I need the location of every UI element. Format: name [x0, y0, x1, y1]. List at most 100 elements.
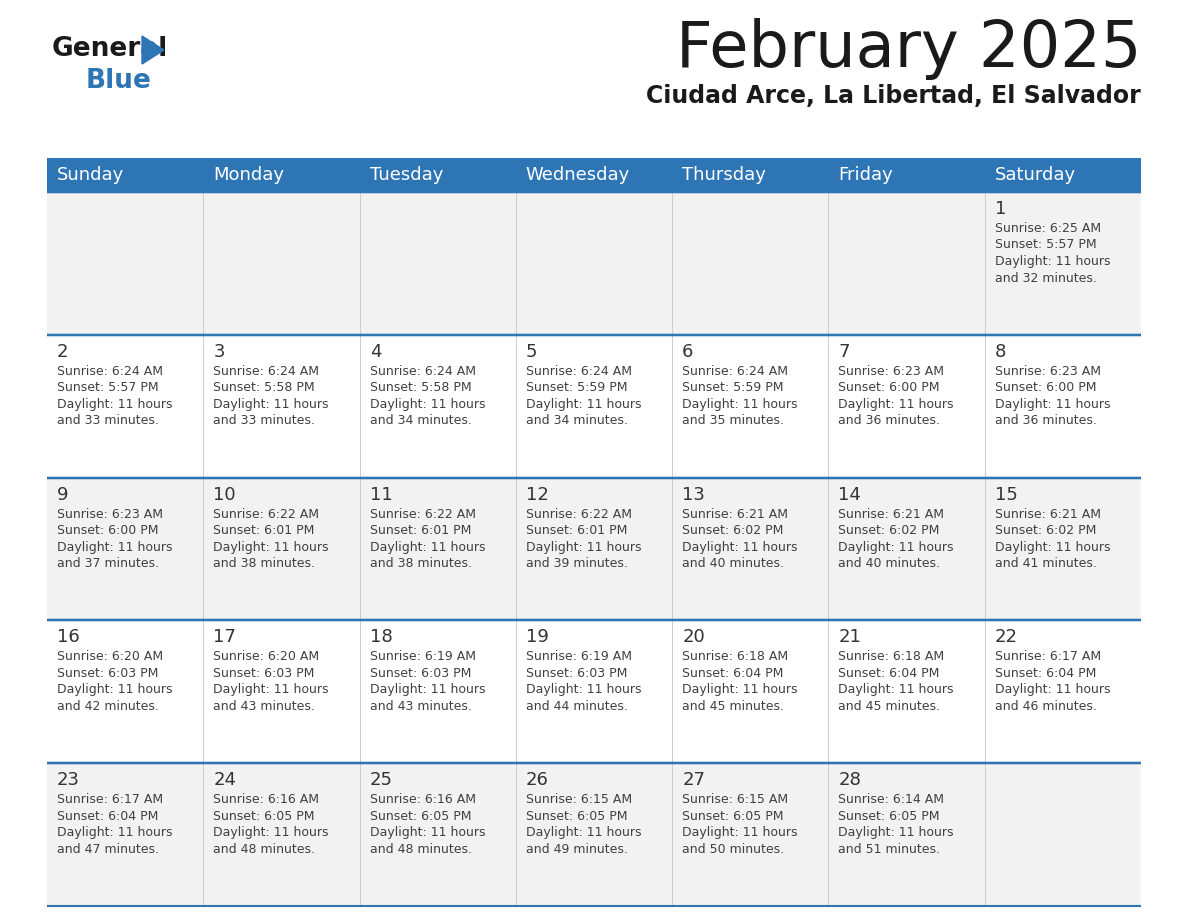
Bar	[203, 192, 360, 335]
Text: Daylight: 11 hours: Daylight: 11 hours	[214, 397, 329, 410]
Text: February 2025: February 2025	[676, 18, 1140, 80]
Text: Daylight: 11 hours: Daylight: 11 hours	[839, 541, 954, 554]
Polygon shape	[143, 36, 164, 64]
Text: Sunset: 6:04 PM: Sunset: 6:04 PM	[994, 666, 1097, 680]
Text: Daylight: 11 hours: Daylight: 11 hours	[369, 397, 485, 410]
Text: and 32 minutes.: and 32 minutes.	[994, 272, 1097, 285]
Text: Sunset: 6:02 PM: Sunset: 6:02 PM	[839, 524, 940, 537]
Text: Daylight: 11 hours: Daylight: 11 hours	[369, 541, 485, 554]
Bar	[48, 763, 203, 906]
Text: Sunrise: 6:19 AM: Sunrise: 6:19 AM	[369, 650, 475, 664]
Text: Sunrise: 6:22 AM: Sunrise: 6:22 AM	[214, 508, 320, 521]
Text: Sunset: 6:05 PM: Sunset: 6:05 PM	[682, 810, 784, 823]
Bar	[48, 335, 203, 477]
Text: and 36 minutes.: and 36 minutes.	[994, 414, 1097, 427]
Bar	[672, 621, 828, 763]
Text: Sunrise: 6:23 AM: Sunrise: 6:23 AM	[839, 364, 944, 378]
Bar	[516, 621, 672, 763]
Text: 11: 11	[369, 486, 392, 504]
Bar	[516, 192, 672, 335]
Bar	[828, 158, 985, 192]
Text: Daylight: 11 hours: Daylight: 11 hours	[682, 683, 797, 697]
Text: Monday: Monday	[214, 166, 284, 184]
Bar	[203, 158, 360, 192]
Bar	[985, 621, 1140, 763]
Bar	[516, 158, 672, 192]
Text: Daylight: 11 hours: Daylight: 11 hours	[526, 826, 642, 839]
Text: Blue: Blue	[86, 68, 152, 94]
Text: Sunrise: 6:22 AM: Sunrise: 6:22 AM	[369, 508, 475, 521]
Text: Sunrise: 6:20 AM: Sunrise: 6:20 AM	[57, 650, 163, 664]
Text: 18: 18	[369, 629, 392, 646]
Text: 28: 28	[839, 771, 861, 789]
Text: Daylight: 11 hours: Daylight: 11 hours	[682, 541, 797, 554]
Text: and 33 minutes.: and 33 minutes.	[214, 414, 315, 427]
Text: 26: 26	[526, 771, 549, 789]
Text: 10: 10	[214, 486, 236, 504]
Bar	[828, 477, 985, 621]
Bar	[828, 192, 985, 335]
Text: Sunset: 6:05 PM: Sunset: 6:05 PM	[214, 810, 315, 823]
Text: Sunset: 6:00 PM: Sunset: 6:00 PM	[994, 381, 1097, 395]
Text: Daylight: 11 hours: Daylight: 11 hours	[369, 683, 485, 697]
Text: Tuesday: Tuesday	[369, 166, 443, 184]
Text: 3: 3	[214, 342, 225, 361]
Text: Sunrise: 6:24 AM: Sunrise: 6:24 AM	[682, 364, 788, 378]
Bar	[828, 335, 985, 477]
Text: Daylight: 11 hours: Daylight: 11 hours	[214, 541, 329, 554]
Text: Sunset: 6:01 PM: Sunset: 6:01 PM	[526, 524, 627, 537]
Text: Sunset: 6:01 PM: Sunset: 6:01 PM	[214, 524, 315, 537]
Text: Sunset: 6:00 PM: Sunset: 6:00 PM	[839, 381, 940, 395]
Text: 21: 21	[839, 629, 861, 646]
Text: and 38 minutes.: and 38 minutes.	[369, 557, 472, 570]
Text: Daylight: 11 hours: Daylight: 11 hours	[526, 541, 642, 554]
Text: Sunset: 5:59 PM: Sunset: 5:59 PM	[526, 381, 627, 395]
Text: and 41 minutes.: and 41 minutes.	[994, 557, 1097, 570]
Text: General: General	[52, 36, 169, 62]
Text: Sunrise: 6:16 AM: Sunrise: 6:16 AM	[369, 793, 475, 806]
Text: 17: 17	[214, 629, 236, 646]
Text: 25: 25	[369, 771, 392, 789]
Text: 7: 7	[839, 342, 849, 361]
Text: Sunset: 5:59 PM: Sunset: 5:59 PM	[682, 381, 784, 395]
Bar	[672, 763, 828, 906]
Text: 13: 13	[682, 486, 704, 504]
Bar	[360, 763, 516, 906]
Text: Daylight: 11 hours: Daylight: 11 hours	[57, 826, 172, 839]
Text: and 37 minutes.: and 37 minutes.	[57, 557, 159, 570]
Text: Sunrise: 6:20 AM: Sunrise: 6:20 AM	[214, 650, 320, 664]
Text: Daylight: 11 hours: Daylight: 11 hours	[57, 541, 172, 554]
Text: Daylight: 11 hours: Daylight: 11 hours	[57, 397, 172, 410]
Text: and 43 minutes.: and 43 minutes.	[369, 700, 472, 713]
Text: 2: 2	[57, 342, 69, 361]
Text: Sunrise: 6:24 AM: Sunrise: 6:24 AM	[57, 364, 163, 378]
Text: Sunday: Sunday	[57, 166, 125, 184]
Text: and 48 minutes.: and 48 minutes.	[369, 843, 472, 856]
Text: Sunset: 6:00 PM: Sunset: 6:00 PM	[57, 524, 158, 537]
Text: Sunset: 6:05 PM: Sunset: 6:05 PM	[369, 810, 472, 823]
Text: and 36 minutes.: and 36 minutes.	[839, 414, 941, 427]
Text: and 43 minutes.: and 43 minutes.	[214, 700, 315, 713]
Text: 8: 8	[994, 342, 1006, 361]
Text: Sunrise: 6:17 AM: Sunrise: 6:17 AM	[994, 650, 1101, 664]
Text: Ciudad Arce, La Libertad, El Salvador: Ciudad Arce, La Libertad, El Salvador	[646, 84, 1140, 108]
Bar	[516, 477, 672, 621]
Text: Sunset: 6:03 PM: Sunset: 6:03 PM	[214, 666, 315, 680]
Bar	[203, 763, 360, 906]
Text: 15: 15	[994, 486, 1018, 504]
Text: Sunset: 6:04 PM: Sunset: 6:04 PM	[682, 666, 784, 680]
Text: Sunrise: 6:25 AM: Sunrise: 6:25 AM	[994, 222, 1101, 235]
Text: Wednesday: Wednesday	[526, 166, 630, 184]
Bar	[48, 477, 203, 621]
Text: Sunrise: 6:17 AM: Sunrise: 6:17 AM	[57, 793, 163, 806]
Text: and 40 minutes.: and 40 minutes.	[682, 557, 784, 570]
Text: and 49 minutes.: and 49 minutes.	[526, 843, 627, 856]
Text: Sunset: 5:58 PM: Sunset: 5:58 PM	[214, 381, 315, 395]
Bar	[672, 477, 828, 621]
Text: Friday: Friday	[839, 166, 893, 184]
Text: and 35 minutes.: and 35 minutes.	[682, 414, 784, 427]
Text: Sunrise: 6:24 AM: Sunrise: 6:24 AM	[526, 364, 632, 378]
Bar	[48, 158, 203, 192]
Text: 24: 24	[214, 771, 236, 789]
Text: Sunrise: 6:18 AM: Sunrise: 6:18 AM	[682, 650, 789, 664]
